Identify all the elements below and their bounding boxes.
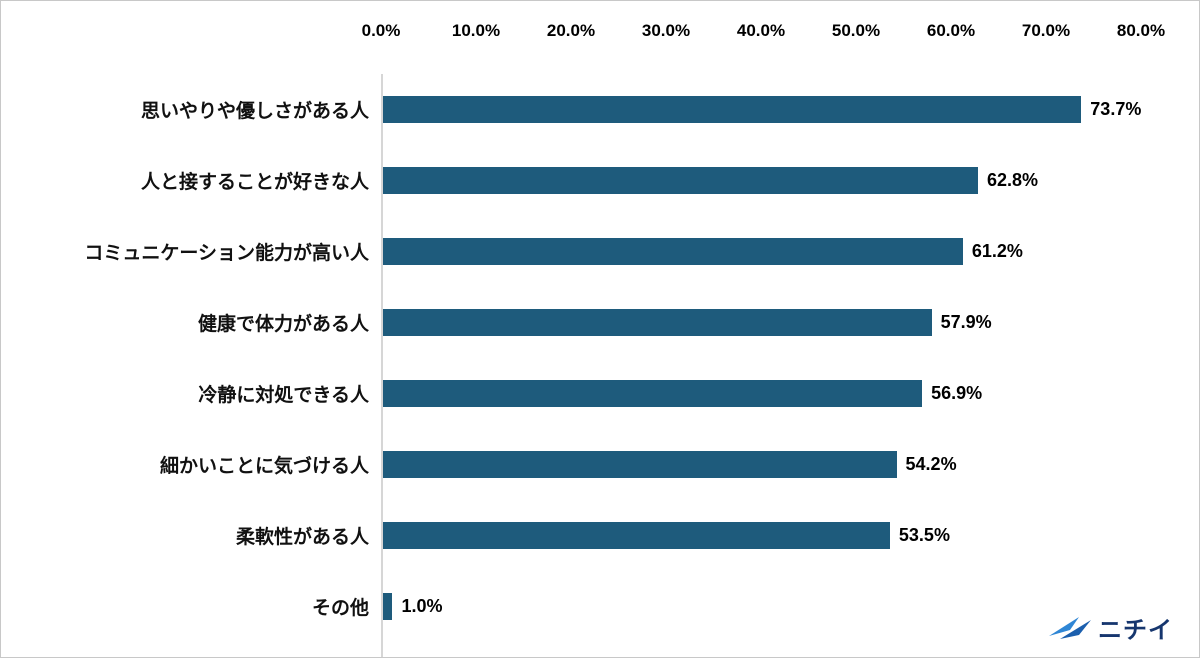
- value-label: 62.8%: [987, 170, 1039, 190]
- value-label: 1.0%: [401, 596, 443, 616]
- value-label: 56.9%: [931, 383, 983, 403]
- bar-row: 56.9%: [383, 358, 1141, 429]
- x-tick: 20.0%: [546, 21, 596, 40]
- value-label: 54.2%: [905, 454, 957, 474]
- x-tick: 40.0%: [736, 21, 786, 40]
- bar: [383, 522, 890, 549]
- bar-row: 61.2%: [383, 216, 1141, 287]
- x-tick: 70.0%: [1021, 21, 1071, 40]
- bar-row: 57.9%: [383, 287, 1141, 358]
- category-label: 思いやりや優しさがある人: [140, 101, 369, 122]
- x-tick: 0.0%: [361, 21, 401, 40]
- x-tick: 50.0%: [831, 21, 881, 40]
- category-label: その他: [311, 598, 369, 619]
- axis-header-spacer: [1, 1, 381, 59]
- value-label: 53.5%: [898, 525, 950, 545]
- category-label: 柔軟性がある人: [235, 527, 369, 548]
- plot-area: 73.7% 62.8% 61.2% 57.9% 56.9% 54.2%: [381, 74, 1141, 657]
- nichii-logo: ニチイ: [1048, 610, 1173, 645]
- x-tick: 30.0%: [641, 21, 691, 40]
- bar: [383, 309, 932, 336]
- x-tick: 60.0%: [926, 21, 976, 40]
- bar: [383, 451, 897, 478]
- x-axis: 0.0% 10.0% 20.0% 30.0% 40.0% 50.0% 60.0%…: [362, 1, 1165, 59]
- value-label: 57.9%: [940, 312, 992, 332]
- bar-row: 54.2%: [383, 429, 1141, 500]
- x-tick: 10.0%: [451, 21, 501, 40]
- bar: [383, 238, 963, 265]
- bar: [383, 167, 979, 194]
- category-label: 人と接することが好きな人: [140, 172, 369, 193]
- y-axis-labels: 思いやりや優しさがある人 人と接することが好きな人 コミュニケーション能力が高い…: [1, 74, 381, 657]
- nichii-logo-text: ニチイ: [1098, 617, 1173, 644]
- value-label: 73.7%: [1090, 99, 1142, 119]
- bar-row: 73.7%: [383, 74, 1141, 145]
- category-label: 冷静に対処できる人: [198, 385, 369, 406]
- category-label: コミュニケーション能力が高い人: [84, 243, 369, 264]
- bar-row: 1.0%: [383, 571, 1141, 642]
- bar-row: 62.8%: [383, 145, 1141, 216]
- nichii-logo-icon: [1049, 616, 1091, 639]
- x-tick: 80.0%: [1116, 21, 1166, 40]
- category-label: 細かいことに気づける人: [159, 456, 369, 477]
- bar: [383, 96, 1082, 123]
- value-label: 61.2%: [971, 241, 1023, 261]
- bar: [383, 380, 923, 407]
- category-label: 健康で体力がある人: [197, 314, 369, 335]
- bar-row: 53.5%: [383, 500, 1141, 571]
- bar: [383, 593, 393, 620]
